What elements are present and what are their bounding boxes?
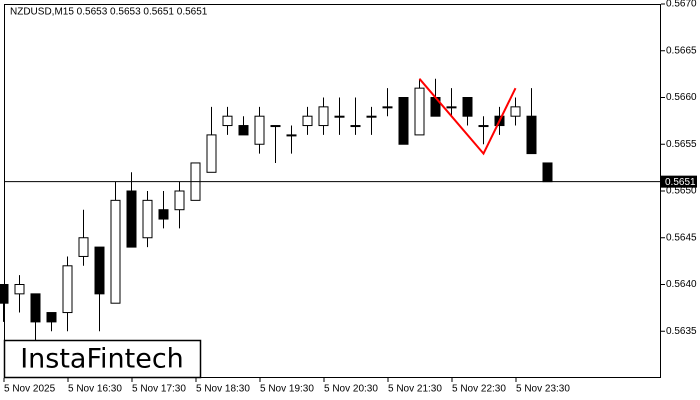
candle-body [526,115,537,155]
x-tick-label: 5 Nov 21:30 [388,384,442,395]
candle-body [94,246,105,295]
candle-body [350,125,361,128]
candle-body [478,125,489,128]
y-tick-label: 0.5635 [666,326,697,337]
candle-body [462,97,473,117]
candle-body [46,312,57,323]
candle-body [238,125,249,136]
y-tick-label: 0.5645 [666,232,697,243]
candle-body [542,162,553,183]
candle-body [414,87,425,136]
candle-body [382,106,393,109]
candle-body [0,284,9,304]
plot-frame [4,4,661,378]
candle-body [510,106,521,117]
y-tick-label: 0.5660 [666,92,697,103]
candle-body [254,115,265,145]
candle-body [366,115,377,118]
x-tick-label: 5 Nov 19:30 [260,384,314,395]
y-tick-label: 0.5670 [666,0,697,10]
candle-body [270,125,281,128]
x-tick-label: 5 Nov 16:30 [68,384,122,395]
price-label: 0.5651 [665,177,696,188]
candle-body [302,115,313,127]
candle-body [398,97,409,145]
candle-body [142,199,153,239]
logo-box [3,339,202,379]
logo: InstaFintech [20,344,184,375]
y-tick-label: 0.5665 [666,45,697,56]
candle-body [110,199,121,304]
candle-body [446,106,457,109]
candle-body [174,190,185,211]
candle-body [62,265,73,314]
candle-body [222,115,233,127]
x-tick-label: 5 Nov 2025 [4,384,56,395]
candle-body [334,115,345,118]
chart-title: NZDUSD,M15 0.5653 0.5653 0.5651 0.5651 [10,7,208,18]
y-tick-label: 0.5650 [666,186,697,197]
x-tick-label: 5 Nov 17:30 [132,384,186,395]
candle-body [78,237,89,257]
candle-body [318,106,329,127]
x-tick-label: 5 Nov 20:30 [324,384,378,395]
x-tick-label: 5 Nov 22:30 [452,384,506,395]
price-label-box [661,175,697,188]
candle-body [126,190,137,248]
x-tick-label: 5 Nov 18:30 [196,384,250,395]
pattern-line [418,78,517,156]
candle-body [158,209,169,220]
candle-body [14,284,25,295]
x-tick-label: 5 Nov 23:30 [516,384,570,395]
candle-body [286,134,297,137]
y-tick-label: 0.5655 [666,139,697,150]
y-tick-label: 0.5640 [666,279,697,290]
candle-body [206,134,217,173]
candle-body [30,293,41,323]
